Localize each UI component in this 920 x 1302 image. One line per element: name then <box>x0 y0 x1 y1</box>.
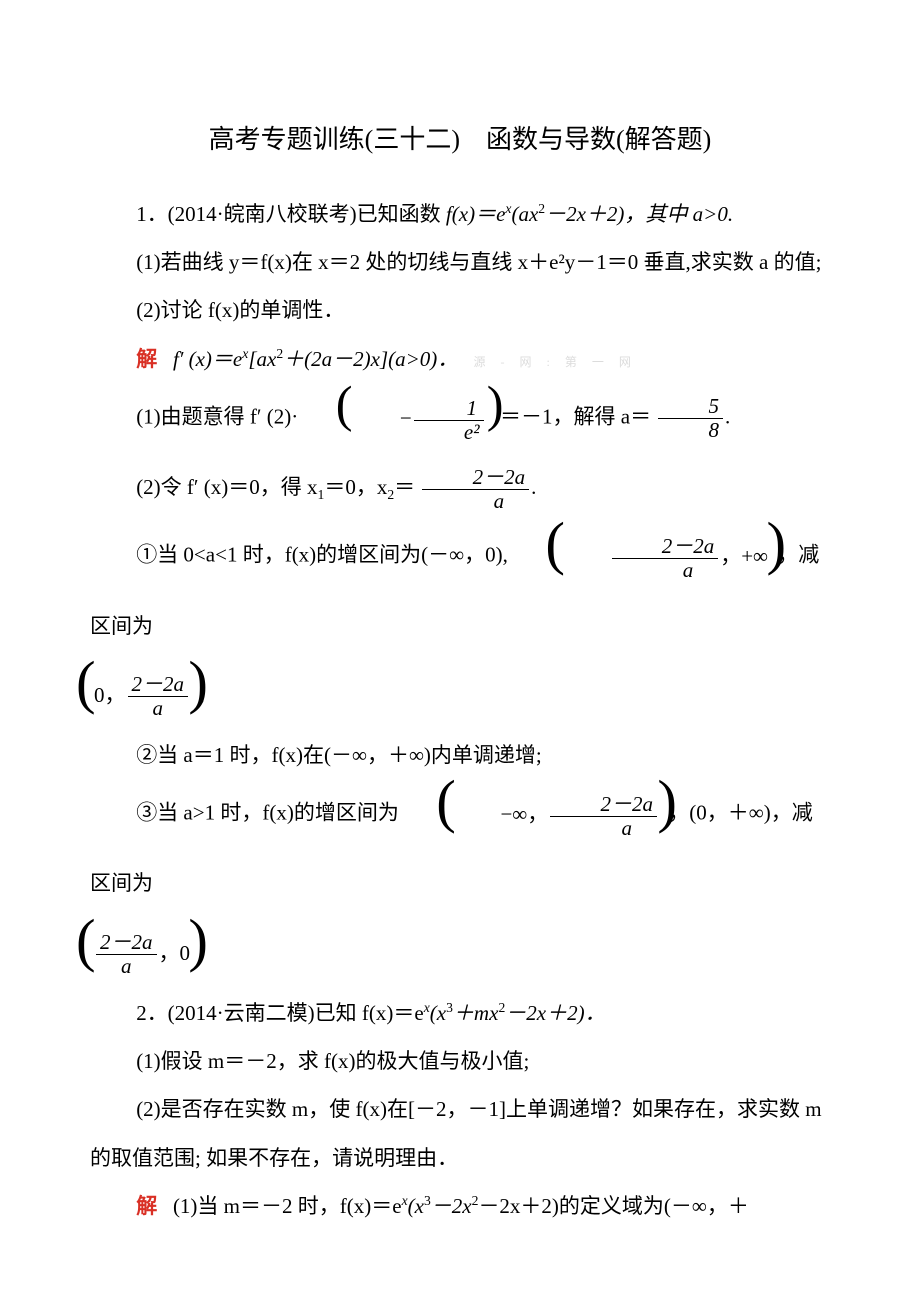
post: ＋(2a－2)x](a>0)． <box>283 347 458 371</box>
answer-label: 解 <box>136 1194 157 1218</box>
cube: 3 <box>446 1000 453 1015</box>
mid: －2x <box>431 1194 472 1218</box>
solution-1-line-3: (2)令 f′ (x)＝0，得 x1＝0，x2＝ 2－2aa. <box>90 454 830 521</box>
paren-group: 2－2aa，+∞ <box>513 521 772 592</box>
denominator: a <box>550 817 657 840</box>
pre: ①当 0<a<1 时，f(x)的增区间为(－∞，0), <box>136 543 508 567</box>
fraction: 58 <box>658 395 723 442</box>
rest: －2x＋2)，其中 a>0. <box>545 202 733 226</box>
paren: (ax <box>511 202 538 226</box>
solution-1-case-1: ①当 0<a<1 时，f(x)的增区间为(－∞，0), 2－2aa，+∞ ，减区… <box>90 521 830 659</box>
mid: ＝0，x <box>324 475 387 499</box>
mid: [ax <box>248 347 276 371</box>
problem-1-part-2: (2)讨论 f(x)的单调性． <box>90 286 830 334</box>
paren-group: −1e² <box>304 383 490 454</box>
lead: 2．(2014·云南二模)已知 f(x)＝e <box>136 1001 424 1025</box>
denominator: a <box>612 559 719 582</box>
after: ，+∞ <box>720 544 768 568</box>
paren-group: 2－2aa，0 <box>90 918 194 989</box>
problem-2-part-1: (1)假设 m＝－2，求 f(x)的极大值与极小值; <box>90 1037 830 1085</box>
end: . <box>531 475 536 499</box>
problem-1-intro: 1．(2014·皖南八校联考)已知函数 f(x)＝ex(ax2－2x＋2)，其中… <box>90 190 830 238</box>
end: . <box>725 404 730 428</box>
problem-2-intro: 2．(2014·云南二模)已知 f(x)＝ex(x3＋mx2－2x＋2)． <box>90 989 830 1037</box>
solution-1-case-3: ③当 a>1 时，f(x)的增区间为 −∞，2－2aa ，(0，＋∞)，减区间为 <box>90 779 830 917</box>
numerator: 2－2a <box>550 793 657 817</box>
pre: (2)令 f′ (x)＝0，得 x <box>136 475 317 499</box>
cube: 3 <box>424 1193 431 1208</box>
solution-1-case-1b: 0，2－2aa ; <box>90 660 830 731</box>
numerator: 1 <box>414 397 484 421</box>
fraction: 2－2aa <box>612 535 719 582</box>
numerator: 2－2a <box>96 931 157 955</box>
denominator: 8 <box>658 419 723 442</box>
text: 1．(2014·皖南八校联考)已知函数 <box>136 202 446 226</box>
mid: ＝－1，解得 a＝ <box>500 404 651 428</box>
answer-label: 解 <box>136 347 157 371</box>
solution-2-line-1: 解 (1)当 m＝－2 时，f(x)＝ex(x3－2x2－2x＋2)的定义域为(… <box>90 1182 830 1230</box>
pre: (1)当 m＝－2 时，f(x)＝e <box>173 1194 402 1218</box>
paren: (x <box>408 1194 424 1218</box>
zero: ，0 <box>159 941 191 965</box>
numerator: 2－2a <box>128 673 189 697</box>
numerator: 2－2a <box>422 466 529 490</box>
problem-2-part-2: (2)是否存在实数 m，使 f(x)在[－2，－1]上单调递增？如果存在，求实数… <box>90 1085 830 1182</box>
zero: 0， <box>94 683 126 707</box>
numerator: 2－2a <box>612 535 719 559</box>
fraction: 2－2aa <box>128 673 189 720</box>
fraction: 2－2aa <box>550 793 657 840</box>
paren-group: −∞，2－2aa <box>404 779 663 850</box>
solution-1-case-3b: 2－2aa，0 . <box>90 918 830 989</box>
problem-1-part-1: (1)若曲线 y＝f(x)在 x＝2 处的切线与直线 x＋e²y－1＝0 垂直,… <box>90 238 830 286</box>
eq: ＝ <box>394 475 415 499</box>
page-title: 高考专题训练(三十二) 函数与导数(解答题) <box>90 110 830 170</box>
paren-group: 0，2－2aa <box>90 660 194 731</box>
paren: (x <box>430 1001 446 1025</box>
fraction: 1e² <box>414 397 484 444</box>
numerator: 5 <box>658 395 723 419</box>
pre: ③当 a>1 时，f(x)的增区间为 <box>136 801 399 825</box>
rest: －2x＋2)． <box>505 1001 605 1025</box>
rest: －2x＋2)的定义域为(－∞，＋ <box>478 1194 748 1218</box>
pre: (1)由题意得 f′ (2)· <box>136 404 298 428</box>
solution-1-line-2: (1)由题意得 f′ (2)· −1e² ＝－1，解得 a＝ 58. <box>90 383 830 454</box>
fraction: 2－2aa <box>96 931 157 978</box>
solution-1-line-1: 解 f′ (x)＝ex[ax2＋(2a－2)x](a>0)． 源 - 网 : 第… <box>90 335 830 383</box>
mid: ＋mx <box>453 1001 499 1025</box>
denominator: a <box>422 490 529 513</box>
neg: −∞， <box>500 802 548 826</box>
watermark-text: 源 - 网 : 第 一 网 <box>474 355 637 369</box>
text: f′ (x)＝e <box>173 347 242 371</box>
fx: f(x)＝e <box>446 202 505 226</box>
solution-1-case-2: ②当 a＝1 时，f(x)在(－∞，＋∞)内单调递增; <box>90 731 830 779</box>
fraction: 2－2aa <box>422 466 529 513</box>
denominator: a <box>128 697 189 720</box>
denominator: a <box>96 955 157 978</box>
denominator: e² <box>414 421 484 444</box>
